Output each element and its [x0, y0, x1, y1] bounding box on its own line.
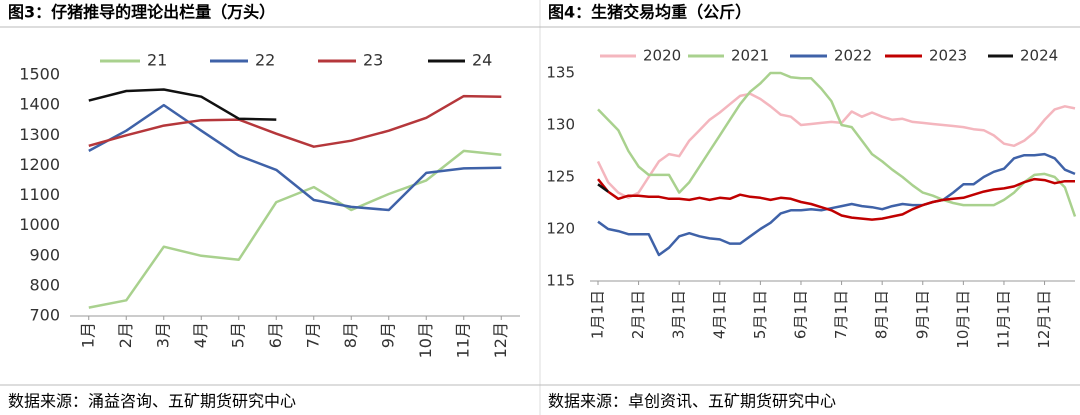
y-tick-label: 700: [29, 306, 60, 325]
source: 数据来源：卓创资讯、五矿期货研究中心: [548, 392, 836, 411]
x-tick-label: 3月: [153, 322, 172, 348]
x-tick-label: 2月: [116, 322, 135, 348]
legend-label: 2024: [1020, 47, 1058, 65]
legend-label: 2023: [929, 47, 967, 65]
x-tick-label: 1月: [78, 322, 97, 348]
x-tick-label: 2月1日: [629, 290, 647, 339]
series-line: [88, 103, 502, 212]
x-tick-label: 5月1日: [751, 290, 769, 339]
legend-label: 2022: [834, 47, 872, 65]
x-tick-label: 7月1日: [832, 290, 850, 339]
legend-label: 2020: [643, 47, 681, 65]
x-tick-label: 4月: [191, 322, 210, 348]
x-tick-label: 11月1日: [994, 290, 1012, 349]
x-tick-label: 10月1日: [954, 290, 972, 349]
y-tick-label: 115: [546, 272, 575, 290]
x-tick-label: 12月: [491, 322, 510, 358]
legend-label: 2021: [731, 47, 769, 65]
x-tick-label: 9月: [378, 322, 397, 348]
chart-title: 图3：仔猪推导的理论出栏量（万头）: [8, 3, 275, 22]
y-tick-label: 125: [546, 168, 575, 186]
series-line: [597, 183, 609, 193]
y-tick-label: 135: [546, 64, 575, 82]
series-line: [88, 149, 502, 309]
y-tick-label: 1500: [19, 65, 60, 84]
x-tick-label: 7月: [303, 322, 322, 348]
y-tick-label: 1400: [19, 95, 60, 114]
y-tick-label: 1300: [19, 125, 60, 144]
x-tick-label: 12月1日: [1035, 290, 1053, 349]
x-tick-label: 4月1日: [710, 290, 728, 339]
x-tick-label: 8月1日: [873, 290, 891, 339]
series-line: [596, 92, 1076, 200]
legend-label: 21: [147, 51, 167, 70]
x-tick-label: 6月1日: [791, 290, 809, 339]
x-tick-label: 1月1日: [589, 290, 607, 339]
x-tick-label: 3月1日: [670, 290, 688, 339]
y-tick-label: 1000: [19, 215, 60, 234]
x-tick-label: 11月: [453, 322, 472, 358]
series-line: [597, 71, 1077, 217]
y-tick-label: 130: [546, 116, 575, 134]
y-tick-label: 800: [29, 275, 60, 294]
series-line: [88, 88, 277, 121]
source: 数据来源：涌益咨询、五矿期货研究中心: [8, 392, 296, 411]
x-tick-label: 10月: [416, 322, 435, 358]
legend-label: 22: [255, 51, 275, 70]
series-line: [597, 177, 1075, 221]
y-tick-label: 1200: [19, 155, 60, 174]
legend-label: 23: [363, 51, 383, 70]
y-tick-label: 900: [29, 245, 60, 264]
y-tick-label: 1100: [19, 185, 60, 204]
x-tick-label: 5月: [228, 322, 247, 348]
x-tick-label: 8月: [341, 322, 360, 348]
series-line: [88, 94, 502, 148]
x-tick-label: 9月1日: [913, 290, 931, 339]
y-tick-label: 120: [546, 220, 575, 238]
legend-label: 24: [472, 51, 492, 70]
x-tick-label: 6月: [266, 322, 285, 348]
series-line: [597, 152, 1076, 257]
chart-title: 图4：生猪交易均重（公斤）: [548, 3, 751, 22]
